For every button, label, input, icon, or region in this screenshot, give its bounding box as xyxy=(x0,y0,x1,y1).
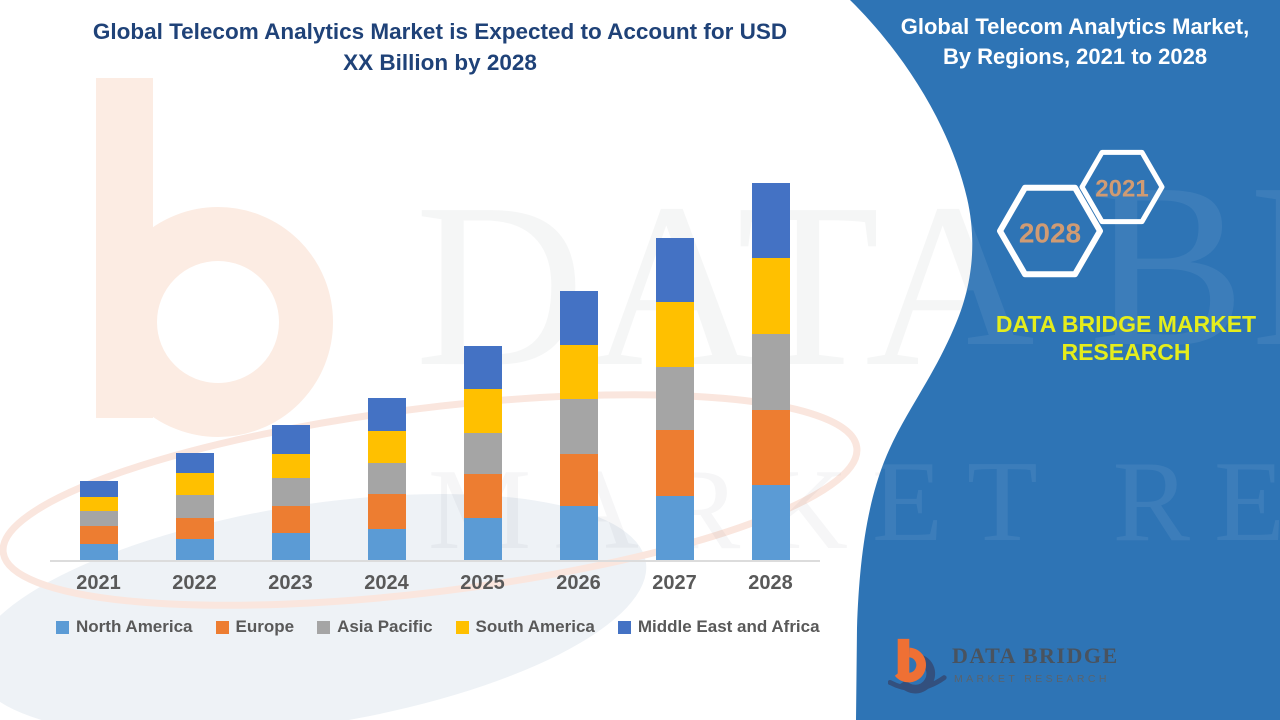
bar-segment-2021-europe xyxy=(79,526,118,544)
x-axis-label-2026: 2026 xyxy=(556,572,601,594)
bar-segment-2023-europe xyxy=(271,506,310,533)
logo-wordmark: DATA BRIDGE xyxy=(952,643,1119,668)
bar-segment-2025-north-america xyxy=(463,517,502,560)
bar-segment-2022-europe xyxy=(175,518,214,540)
bar-segment-2024-middle-east-and-africa xyxy=(367,398,406,432)
bar-segment-2024-south-america xyxy=(367,431,406,464)
x-axis-label-2025: 2025 xyxy=(460,572,505,594)
bar-segment-2027-asia-pacific xyxy=(655,367,694,431)
data-bridge-logo-icon xyxy=(888,638,947,694)
bar-segment-2025-europe xyxy=(463,473,502,518)
side-panel-heading: Global Telecom Analytics Market, By Regi… xyxy=(900,14,1250,69)
legend-label: South America xyxy=(475,617,595,636)
logo-b-bowl xyxy=(894,647,926,683)
x-axis-line xyxy=(50,560,820,562)
legend-item-asia-pacific: Asia Pacific xyxy=(317,617,433,637)
hexagon-badge-2021: 2021 xyxy=(1095,176,1148,203)
bar-segment-2021-south-america xyxy=(79,496,118,512)
hexagon-badge-2028: 2028 xyxy=(1019,218,1081,249)
bar-segment-2025-asia-pacific xyxy=(463,432,502,474)
bar-segment-2022-asia-pacific xyxy=(175,495,214,519)
legend-swatch xyxy=(215,620,229,634)
legend-swatch xyxy=(56,620,69,634)
x-axis-label-2022: 2022 xyxy=(172,572,217,594)
bar-segment-2028-middle-east-and-africa xyxy=(751,183,790,259)
ghost-b-bowl xyxy=(103,207,333,437)
logo-b-stem xyxy=(897,638,910,676)
bar-segment-2021-asia-pacific xyxy=(79,511,118,527)
brand-caption: DATA BRIDGE MARKET RESEARCH xyxy=(995,311,1257,365)
x-axis-label-2024: 2024 xyxy=(364,572,409,594)
legend-swatch xyxy=(317,620,331,634)
legend-label: Middle East and Africa xyxy=(637,617,820,636)
bar-segment-2024-asia-pacific xyxy=(367,463,406,495)
legend-item-europe: Europe xyxy=(215,617,295,637)
x-axis-label-2027: 2027 xyxy=(652,572,697,594)
bar-segment-2023-asia-pacific xyxy=(271,478,310,507)
bar-segment-2022-north-america xyxy=(175,539,214,560)
bar-segment-2028-north-america xyxy=(751,484,790,560)
bar-segment-2022-south-america xyxy=(175,472,214,496)
hexagon-2021-outline xyxy=(1079,149,1165,225)
bar-segment-2021-middle-east-and-africa xyxy=(79,480,118,497)
bar-segment-2025-middle-east-and-africa xyxy=(463,345,502,389)
legend-label: Europe xyxy=(235,617,295,636)
bar-segment-2028-europe xyxy=(751,409,790,485)
chart-title: Global Telecom Analytics Market is Expec… xyxy=(92,19,788,75)
bar-segment-2025-south-america xyxy=(463,388,502,433)
bar-segment-2026-europe xyxy=(559,453,598,506)
hexagon-2028-outline xyxy=(997,184,1103,278)
side-panel-background xyxy=(850,0,1280,720)
bar-segment-2023-north-america xyxy=(271,532,310,560)
legend-label: Asia Pacific xyxy=(337,617,433,636)
bar-segment-2023-middle-east-and-africa xyxy=(271,424,310,454)
bar-segment-2028-asia-pacific xyxy=(751,333,790,410)
bar-segment-2027-middle-east-and-africa xyxy=(655,238,694,303)
x-axis-label-2021: 2021 xyxy=(76,572,121,594)
bar-segment-2027-south-america xyxy=(655,302,694,368)
bar-segment-2026-asia-pacific xyxy=(559,399,598,454)
legend-item-middle-east-and-africa: Middle East and Africa xyxy=(617,617,820,637)
legend-label: North America xyxy=(76,617,193,636)
legend-item-north-america: North America xyxy=(56,617,193,637)
bar-segment-2026-north-america xyxy=(559,505,598,560)
legend-item-south-america: South America xyxy=(455,617,595,637)
bar-segment-2024-europe xyxy=(367,494,406,529)
bar-segment-2026-south-america xyxy=(559,344,598,400)
ghost-pink-orbit xyxy=(0,391,861,609)
bar-segment-2021-north-america xyxy=(79,544,118,560)
bar-segment-2027-europe xyxy=(655,430,694,496)
legend-swatch xyxy=(617,620,631,634)
bar-segment-2026-middle-east-and-africa xyxy=(559,291,598,345)
panel-watermark-line2: MARKET RESEARCH xyxy=(428,438,1280,566)
logo-tagline: MARKET RESEARCH xyxy=(954,673,1110,685)
x-axis-label-2028: 2028 xyxy=(748,572,793,594)
legend-swatch xyxy=(455,620,469,634)
bar-segment-2028-south-america xyxy=(751,258,790,334)
bar-segment-2023-south-america xyxy=(271,453,310,479)
bar-segment-2024-north-america xyxy=(367,528,406,560)
bar-segment-2027-north-america xyxy=(655,496,694,560)
bar-segment-2022-middle-east-and-africa xyxy=(175,452,214,473)
x-axis-label-2023: 2023 xyxy=(268,572,313,594)
chart-legend: North America Europe Asia Pacific South Ame… xyxy=(56,617,820,637)
